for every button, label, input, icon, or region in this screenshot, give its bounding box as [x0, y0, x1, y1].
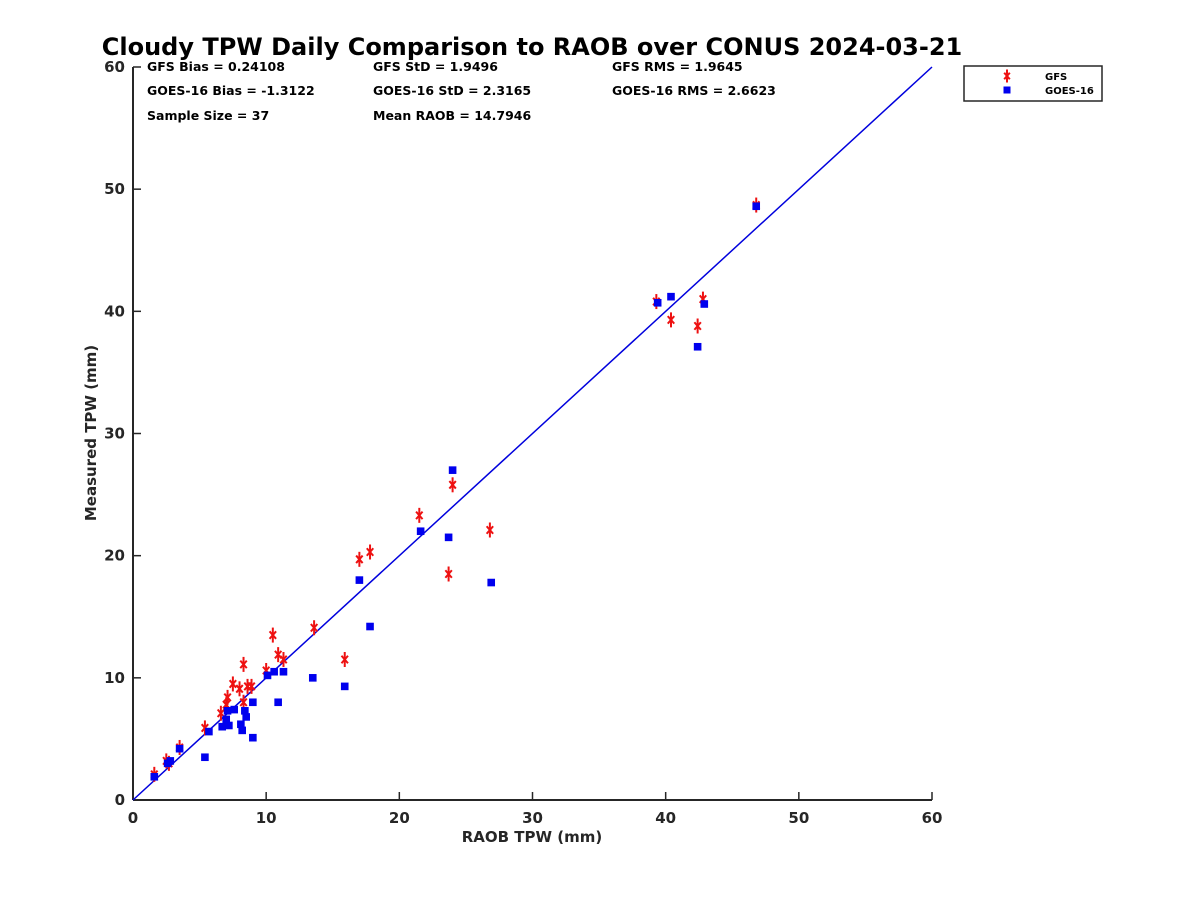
legend-label: GFS — [1045, 72, 1067, 83]
goes16-data-point — [752, 202, 761, 211]
goes16-data-point — [700, 300, 709, 308]
goes16-data-point — [279, 667, 288, 676]
stat-label: Sample Size = 37 — [147, 108, 269, 123]
stat-label: GFS StD = 1.9496 — [373, 59, 498, 74]
gfs-data-point — [693, 318, 702, 334]
goes16-data-point — [693, 342, 702, 351]
x-tick-label: 30 — [522, 809, 543, 827]
legend: GFS GOES-16 — [963, 65, 1103, 102]
gfs-data-point — [228, 676, 237, 692]
x-axis-ticks: 0 10 20 30 40 50 60 — [128, 792, 943, 827]
y-axis-label: Measured TPW (mm) — [82, 345, 100, 521]
goes16-data-point — [448, 466, 457, 474]
plot-area: 0 10 20 30 40 50 60 0 10 20 30 40 50 60 GFS Bias = 0… — [104, 58, 942, 827]
x-tick-label: 60 — [922, 809, 943, 827]
gfs-data-point — [366, 544, 375, 560]
goes16-data-point — [166, 757, 175, 765]
goes16-data-point — [487, 578, 496, 587]
y-tick-label: 30 — [104, 425, 125, 443]
y-axis-ticks: 0 10 20 30 40 50 60 — [104, 58, 141, 809]
stat-label: GOES-16 StD = 2.3165 — [373, 83, 531, 98]
y-tick-label: 0 — [115, 791, 125, 809]
goes16-data-point — [263, 671, 272, 680]
legend-entry: GOES-16 — [1003, 86, 1094, 97]
gfs-data-point — [448, 477, 457, 493]
x-tick-label: 20 — [389, 809, 410, 827]
goes16-data-point — [249, 733, 257, 742]
legend-box — [963, 65, 1103, 102]
goes16-data-point — [274, 698, 282, 707]
x-tick-label: 0 — [128, 809, 138, 827]
stat-label: Mean RAOB = 14.7946 — [373, 108, 531, 123]
goes16-data-point — [218, 722, 227, 731]
goes16-data-point — [366, 622, 374, 631]
gfs-data-point — [444, 566, 453, 582]
legend-entry: GFS — [1003, 69, 1067, 83]
goes16-data-point — [238, 726, 246, 735]
series-gfs — [150, 197, 761, 782]
goes16-data-point — [175, 744, 184, 753]
goes16-data-point — [242, 713, 250, 721]
series-goes-16 — [150, 202, 761, 781]
y-tick-label: 10 — [104, 669, 125, 687]
goes16-data-point — [340, 682, 349, 691]
gfs-data-point — [243, 678, 252, 694]
goes16-data-point — [223, 707, 232, 715]
goes16-data-point — [222, 715, 231, 724]
goes16-data-point — [667, 292, 675, 301]
gfs-data-point — [666, 312, 675, 328]
gfs-data-point — [247, 678, 256, 694]
stat-label: GFS Bias = 0.24108 — [147, 59, 285, 74]
x-axis-label: RAOB TPW (mm) — [462, 828, 603, 846]
gfs-data-point — [239, 656, 248, 672]
gfs-data-point — [310, 620, 319, 636]
goes16-data-point — [308, 674, 317, 682]
stat-label: GOES-16 Bias = -1.3122 — [147, 83, 315, 98]
gfs-data-point — [340, 652, 349, 668]
legend-label: GOES-16 — [1045, 86, 1094, 97]
goes16-data-point — [270, 667, 278, 676]
goes16-data-point — [653, 298, 662, 307]
goes16-data-point — [225, 721, 233, 730]
y-tick-label: 20 — [104, 547, 125, 565]
gfs-data-point — [274, 647, 283, 663]
gfs-data-point — [355, 551, 364, 567]
goes16-data-point — [249, 698, 257, 707]
goes16-data-point — [150, 772, 159, 781]
y-tick-label: 50 — [104, 180, 125, 198]
goes16-data-point — [237, 720, 245, 729]
statistics-annotations: GFS Bias = 0.24108 GFS StD = 1.9496 GFS RM… — [147, 59, 776, 123]
stat-label: GFS RMS = 1.9645 — [612, 59, 743, 74]
x-tick-label: 10 — [256, 809, 277, 827]
gfs-data-point — [268, 627, 277, 643]
goes16-data-point — [205, 727, 213, 736]
data-series — [150, 197, 761, 782]
gfs-data-point — [223, 689, 232, 705]
gfs-data-point — [485, 522, 494, 538]
goes16-data-point — [355, 576, 364, 584]
goes16-data-point — [230, 705, 239, 714]
y-tick-label: 60 — [104, 58, 125, 76]
gfs-data-point — [279, 652, 288, 668]
x-tick-label: 40 — [655, 809, 676, 827]
y-tick-label: 40 — [104, 302, 125, 320]
stat-label: GOES-16 RMS = 2.6623 — [612, 83, 776, 98]
gfs-data-point — [415, 507, 424, 523]
one-to-one-reference-line — [132, 66, 933, 801]
gfs-data-point — [235, 681, 244, 697]
goes16-data-point — [201, 753, 209, 762]
goes16-data-point — [444, 533, 453, 542]
goes16-data-point — [241, 707, 249, 715]
chart-title: Cloudy TPW Daily Comparison to RAOB over… — [102, 33, 962, 61]
x-tick-label: 50 — [788, 809, 809, 827]
goes16-data-point — [416, 527, 425, 536]
